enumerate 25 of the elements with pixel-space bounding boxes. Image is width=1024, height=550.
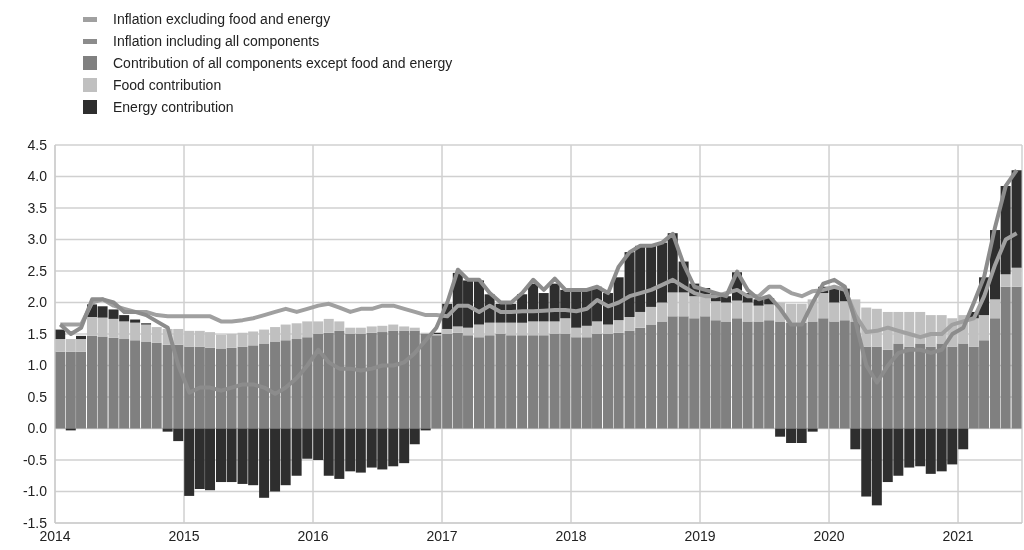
x-tick-label: 2017: [426, 527, 458, 544]
bar: [76, 335, 87, 340]
y-tick-label: 4.0: [27, 168, 48, 185]
x-tick-label: 2019: [684, 527, 716, 544]
legend-label: Food contribution: [113, 77, 222, 93]
x-tick-label: 2020: [813, 527, 845, 544]
y-tick-label: -0.5: [22, 451, 48, 468]
legend-label: Inflation including all components: [113, 33, 320, 49]
y-tick-label: 1.0: [27, 357, 48, 374]
y-tick-label: 0.0: [27, 420, 48, 437]
legend-label: Contribution of all components except food and energy: [113, 55, 453, 71]
x-tick-label: 2018: [555, 527, 587, 544]
x-tick-label: 2016: [297, 527, 329, 544]
y-tick-label: 2.0: [27, 294, 48, 311]
legend-label: Energy contribution: [113, 99, 234, 115]
x-tick-label: 2015: [168, 527, 200, 544]
legend-label: Inflation excluding food and energy: [113, 11, 331, 27]
y-tick-label: 4.5: [27, 136, 48, 153]
y-tick-label: 2.5: [27, 262, 48, 279]
y-tick-label: -1.0: [22, 483, 48, 500]
x-tick-label: 2021: [942, 527, 974, 544]
y-tick-label: 3.5: [27, 199, 48, 216]
y-tick-label: 1.5: [27, 325, 48, 342]
y-tick-label: 3.0: [27, 231, 48, 248]
y-tick-label: 0.5: [27, 388, 48, 405]
